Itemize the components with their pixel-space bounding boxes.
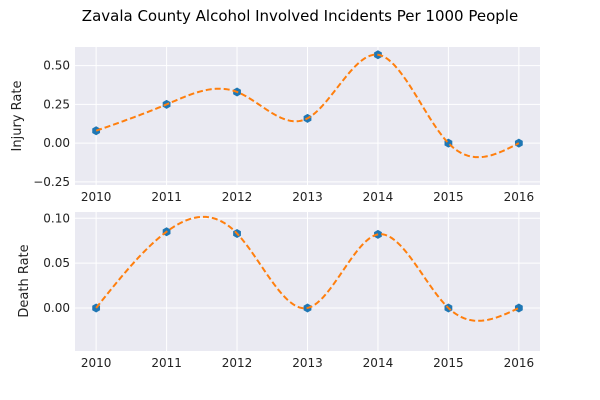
x-tick-label: 2011 <box>151 356 182 370</box>
death-rate-panel: 2010 2011 2012 2013 2014 2015 2016 0.00 0.05 0.10… <box>17 211 540 370</box>
x-tick-label: 2013 <box>292 190 323 204</box>
fit-curve <box>95 215 520 322</box>
x-tick-label: 2011 <box>151 190 182 204</box>
y-tick-label: −0.25 <box>33 175 70 189</box>
y-tick-label: 0.10 <box>43 211 70 225</box>
x-tick-label: 2016 <box>504 190 535 204</box>
data-point <box>514 138 523 148</box>
x-tick-label: 2010 <box>81 190 112 204</box>
injury-rate-panel: 2010 2011 2012 2013 2014 2015 2016 −0.25 0.00 0.2… <box>10 47 540 204</box>
x-tick-label: 2014 <box>363 356 394 370</box>
y-tick-label: 0.25 <box>43 97 70 111</box>
x-tick-label: 2015 <box>433 356 464 370</box>
x-tick-label: 2014 <box>363 190 394 204</box>
x-tick-label: 2012 <box>222 356 253 370</box>
y-tick-label: 0.00 <box>43 301 70 315</box>
y-tick-label: 0.05 <box>43 256 70 270</box>
x-tick-label: 2012 <box>222 190 253 204</box>
x-tick-label: 2015 <box>433 190 464 204</box>
y-tick-label: 0.50 <box>43 59 70 73</box>
x-tick-label: 2013 <box>292 356 323 370</box>
fit-curve <box>95 53 520 159</box>
y-axis-label: Death Rate <box>17 244 32 317</box>
x-tick-label: 2010 <box>81 356 112 370</box>
y-tick-label: 0.00 <box>43 136 70 150</box>
x-tick-label: 2016 <box>504 356 535 370</box>
chart-title: Zavala County Alcohol Involved Incidents… <box>82 7 518 25</box>
data-point <box>514 303 523 313</box>
y-axis-label: Injury Rate <box>10 81 25 152</box>
data-point <box>92 126 101 136</box>
